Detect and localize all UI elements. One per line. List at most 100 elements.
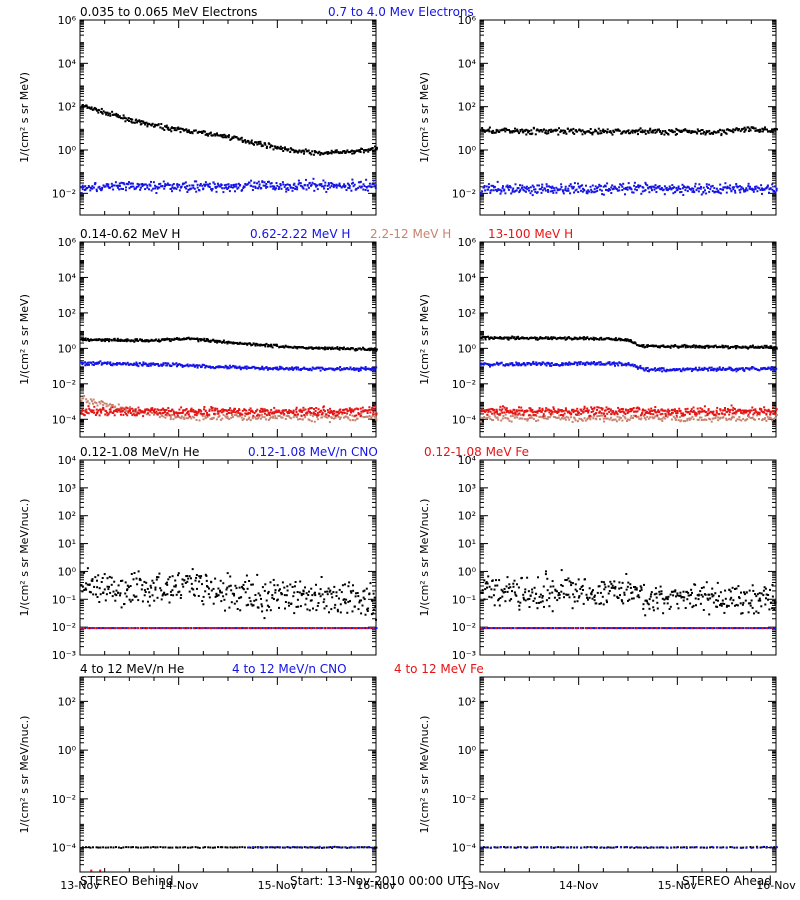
data-point: [85, 398, 88, 401]
data-point: [604, 409, 607, 412]
data-point: [542, 361, 545, 364]
data-point: [120, 187, 123, 190]
data-point: [318, 347, 321, 350]
data-point: [527, 338, 530, 341]
data-point: [565, 362, 568, 365]
data-point: [687, 131, 690, 134]
data-point: [612, 418, 615, 421]
data-point: [754, 127, 757, 130]
data-point: [336, 414, 339, 417]
data-point: [314, 412, 317, 415]
data-point: [600, 189, 603, 192]
data-point: [125, 406, 128, 409]
data-point: [187, 417, 190, 420]
data-point: [765, 419, 768, 422]
data-point: [111, 110, 114, 113]
data-point: [92, 186, 95, 189]
data-point: [341, 151, 344, 154]
data-point: [159, 413, 162, 416]
data-point: [546, 361, 549, 364]
data-point: [525, 128, 528, 131]
data-point: [684, 420, 687, 423]
data-point: [270, 144, 273, 147]
data-point: [352, 409, 355, 412]
data-point: [90, 361, 93, 364]
data-point: [644, 345, 647, 348]
data-point: [667, 133, 670, 136]
data-point: [332, 347, 335, 350]
data-point: [570, 413, 573, 416]
data-point: [559, 188, 562, 191]
data-point: [589, 128, 592, 130]
data-point: [112, 188, 115, 191]
data-point: [689, 417, 692, 420]
data-point: [217, 184, 220, 186]
data-point: [100, 339, 103, 342]
data-point: [682, 194, 685, 196]
data-point: [645, 344, 648, 347]
data-point: [602, 417, 605, 420]
data-point: [274, 417, 277, 420]
data-point: [497, 336, 500, 339]
data-point: [702, 345, 705, 348]
data-point: [648, 412, 651, 415]
data-point: [600, 132, 603, 135]
data-point: [514, 183, 517, 186]
data-point: [205, 339, 208, 342]
data-point: [485, 129, 488, 132]
y-tick-label: 10⁻²: [452, 378, 476, 391]
data-point: [746, 367, 749, 370]
data-point: [321, 411, 324, 414]
data-point: [577, 361, 580, 364]
data-point: [530, 410, 533, 413]
data-point: [531, 194, 534, 197]
data-point: [570, 416, 573, 419]
data-point: [747, 182, 750, 185]
data-point: [488, 186, 490, 189]
data-point: [316, 415, 318, 418]
data-point: [226, 417, 229, 420]
data-point: [264, 412, 266, 415]
data-point: [120, 363, 123, 366]
data-point: [303, 347, 306, 349]
data-point: [562, 192, 565, 195]
data-point: [518, 409, 520, 412]
data-point: [595, 412, 598, 414]
data-point: [600, 336, 603, 339]
data-point: [599, 414, 602, 417]
data-point: [632, 407, 635, 409]
data-point: [271, 346, 274, 349]
data-point: [744, 128, 747, 131]
legend-label-1: 0.035 to 0.065 MeV Electrons: [80, 5, 257, 19]
data-point: [580, 189, 582, 192]
data-point: [108, 340, 110, 343]
data-point: [132, 185, 135, 188]
data-point: [133, 188, 136, 191]
data-point: [508, 129, 510, 131]
data-point: [220, 411, 223, 414]
data-point: [641, 190, 644, 193]
y-tick-label: 10⁻⁴: [52, 413, 77, 426]
data-point: [638, 128, 641, 131]
data-point: [356, 417, 359, 420]
data-point: [232, 136, 235, 139]
data-point: [644, 132, 647, 135]
data-point: [221, 341, 224, 343]
data-point: [344, 367, 347, 370]
data-point: [360, 410, 363, 413]
data-point: [676, 410, 679, 412]
data-point: [566, 336, 569, 339]
data-point: [501, 128, 504, 131]
data-point: [500, 409, 503, 412]
data-point: [239, 184, 242, 186]
data-point: [168, 184, 171, 186]
data-point: [774, 346, 777, 349]
data-point: [255, 366, 258, 369]
data-point: [491, 418, 493, 421]
data-point: [623, 416, 626, 419]
data-point: [176, 365, 178, 368]
data-point: [301, 185, 304, 188]
data-point: [258, 414, 261, 417]
data-point: [85, 401, 88, 404]
y-tick-label: 10⁴: [458, 271, 477, 284]
